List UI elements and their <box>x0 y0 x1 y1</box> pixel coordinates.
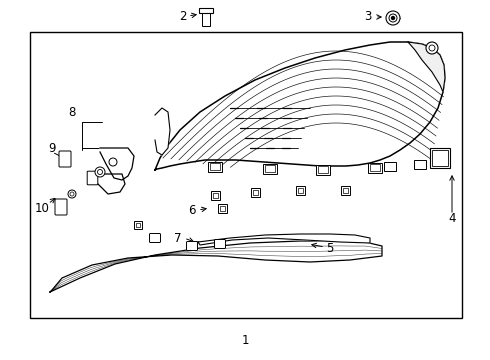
FancyBboxPatch shape <box>343 188 347 193</box>
Polygon shape <box>50 241 382 292</box>
FancyBboxPatch shape <box>263 164 277 174</box>
FancyBboxPatch shape <box>202 10 210 26</box>
FancyBboxPatch shape <box>414 160 426 169</box>
FancyBboxPatch shape <box>368 163 382 173</box>
FancyBboxPatch shape <box>220 206 224 211</box>
FancyBboxPatch shape <box>215 239 225 248</box>
Polygon shape <box>155 108 170 155</box>
Polygon shape <box>198 234 370 245</box>
Circle shape <box>68 190 76 198</box>
Circle shape <box>70 192 74 196</box>
Circle shape <box>109 158 117 166</box>
FancyBboxPatch shape <box>250 188 260 197</box>
Polygon shape <box>98 174 125 194</box>
FancyBboxPatch shape <box>134 221 142 229</box>
Circle shape <box>386 11 400 25</box>
FancyBboxPatch shape <box>318 166 328 173</box>
FancyBboxPatch shape <box>149 234 161 243</box>
FancyBboxPatch shape <box>199 8 213 13</box>
Circle shape <box>95 167 105 177</box>
Text: 8: 8 <box>68 105 75 118</box>
Text: 10: 10 <box>35 202 49 215</box>
FancyBboxPatch shape <box>252 189 258 194</box>
Text: 9: 9 <box>48 141 56 154</box>
FancyBboxPatch shape <box>211 190 220 199</box>
Circle shape <box>389 14 397 22</box>
Text: 7: 7 <box>174 231 182 244</box>
FancyBboxPatch shape <box>213 193 218 198</box>
FancyBboxPatch shape <box>384 162 396 171</box>
Text: 2: 2 <box>179 9 187 23</box>
FancyBboxPatch shape <box>370 164 380 171</box>
FancyBboxPatch shape <box>297 188 302 193</box>
FancyBboxPatch shape <box>265 165 275 172</box>
Polygon shape <box>100 148 134 180</box>
Text: 6: 6 <box>188 203 196 216</box>
FancyBboxPatch shape <box>295 185 304 194</box>
Circle shape <box>426 42 438 54</box>
Polygon shape <box>408 42 445 92</box>
FancyBboxPatch shape <box>208 162 222 172</box>
Circle shape <box>392 17 394 19</box>
FancyBboxPatch shape <box>136 223 140 227</box>
FancyBboxPatch shape <box>341 185 349 194</box>
FancyBboxPatch shape <box>55 199 67 215</box>
FancyBboxPatch shape <box>432 150 448 166</box>
FancyBboxPatch shape <box>187 242 197 251</box>
FancyBboxPatch shape <box>316 165 330 175</box>
Circle shape <box>98 170 102 175</box>
FancyBboxPatch shape <box>218 203 226 212</box>
FancyBboxPatch shape <box>87 171 98 185</box>
Circle shape <box>429 45 435 51</box>
FancyBboxPatch shape <box>59 151 71 167</box>
Text: 3: 3 <box>364 9 372 23</box>
FancyBboxPatch shape <box>210 163 220 170</box>
Text: 5: 5 <box>326 242 334 255</box>
Text: 1: 1 <box>241 333 249 346</box>
Bar <box>30 32 462 318</box>
Text: 4: 4 <box>448 212 456 225</box>
Polygon shape <box>155 42 445 170</box>
FancyBboxPatch shape <box>430 148 450 168</box>
